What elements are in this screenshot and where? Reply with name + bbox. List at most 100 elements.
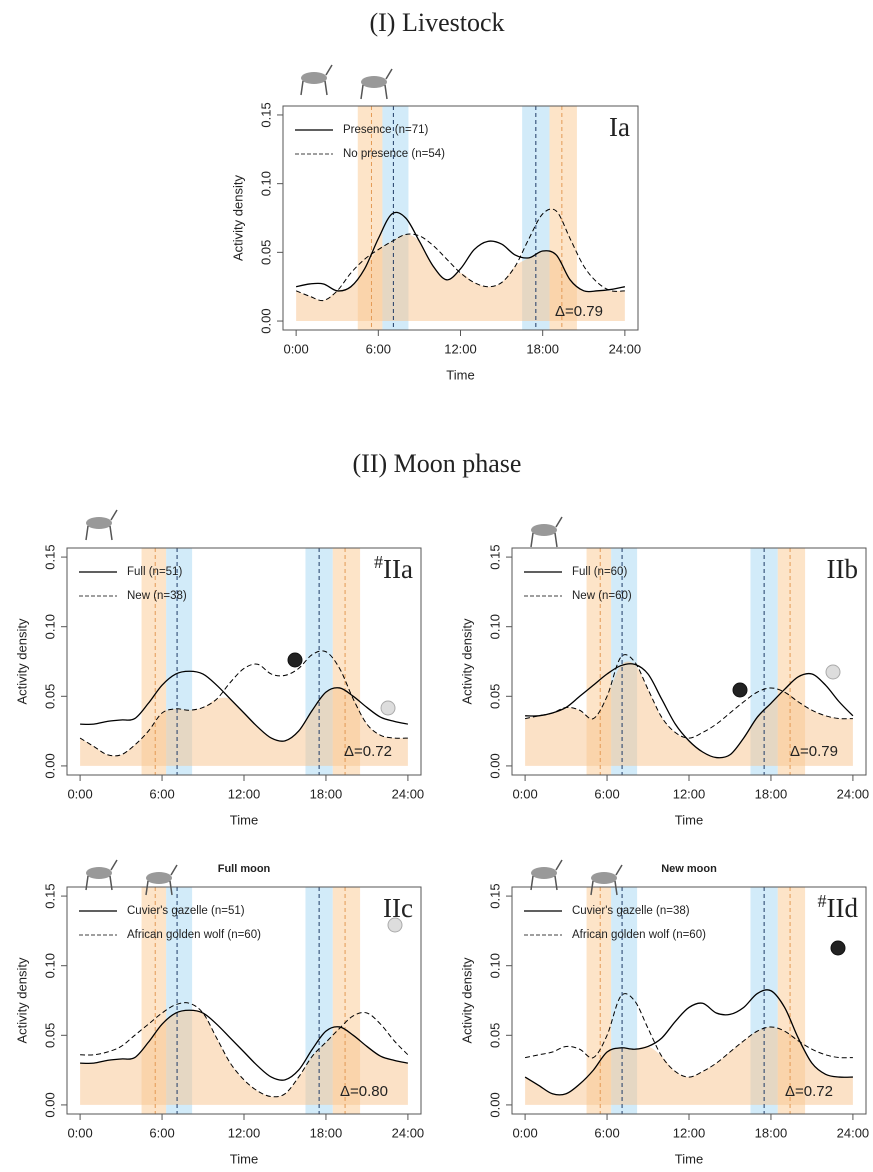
density-line (80, 670, 409, 742)
y-tick-label: 0.10 (42, 614, 57, 639)
legend-label: Cuvier's gazelle (n=38) (572, 905, 690, 917)
overlap-area (525, 1026, 853, 1105)
full-moon-icon (380, 700, 396, 716)
y-tick-label: 0.05 (258, 240, 273, 265)
y-axis-label: Activity density (14, 957, 29, 1043)
y-tick-label: 0.10 (42, 953, 57, 978)
x-tick-label: 0:00 (512, 786, 537, 801)
panel-marker: # (818, 891, 827, 911)
animal-icon (86, 517, 112, 529)
x-tick-label: 18:00 (526, 341, 559, 356)
x-tick-label: 6:00 (594, 1125, 619, 1140)
x-tick-label: 0:00 (512, 1125, 537, 1140)
y-tick-label: 0.05 (487, 684, 502, 709)
new-moon-icon (287, 652, 303, 668)
legend-label: Presence (n=71) (343, 124, 429, 136)
panel-label: Ia (609, 112, 630, 142)
y-tick-label: 0.10 (487, 614, 502, 639)
y-tick-label: 0.10 (258, 171, 273, 196)
y-axis-label: Activity density (459, 957, 474, 1043)
x-axis-label: Time (675, 812, 703, 827)
animal-icon (531, 524, 557, 536)
overlap-area (80, 687, 408, 766)
x-tick-label: 24:00 (609, 341, 642, 356)
x-tick-label: 24:00 (837, 786, 870, 801)
y-tick-label: 0.15 (42, 883, 57, 908)
section-title: (I) Livestock (369, 8, 504, 37)
x-tick-label: 6:00 (149, 786, 174, 801)
full-moon-icon (387, 917, 403, 933)
panel-label-text: IIb (827, 554, 858, 584)
density-line (296, 211, 625, 293)
x-axis-label: Time (446, 367, 474, 382)
x-tick-label: 12:00 (228, 1125, 261, 1140)
overlap-annotation: Δ=0.79 (790, 743, 838, 760)
x-tick-label: 6:00 (594, 786, 619, 801)
x-tick-label: 24:00 (392, 786, 425, 801)
animal-icon (85, 859, 118, 891)
density-line (80, 1002, 409, 1098)
animal-icon (361, 76, 387, 88)
panel-label-text: IId (827, 893, 859, 923)
y-axis-label: Activity density (459, 618, 474, 704)
y-tick-label: 0.00 (487, 1092, 502, 1117)
density-line (524, 989, 853, 1096)
animal-icon (300, 64, 333, 96)
animal-icon (530, 859, 563, 891)
animal-icon (85, 509, 118, 541)
legend-label: New (n=60) (572, 590, 632, 602)
overlap-area (296, 234, 625, 322)
section-title: (II) Moon phase (353, 449, 522, 478)
subtitle: Full moon (218, 863, 271, 875)
legend-label: Full (n=51) (127, 566, 182, 578)
density-line (295, 208, 625, 302)
animal-icon (86, 867, 112, 879)
density-line (525, 663, 854, 759)
overlap-area (80, 1009, 408, 1105)
legend-label: African golden wolf (n=60) (127, 929, 261, 941)
x-tick-label: 0:00 (67, 1125, 92, 1140)
x-tick-label: 18:00 (310, 786, 343, 801)
x-tick-label: 6:00 (149, 1125, 174, 1140)
legend-label: Full (n=60) (572, 566, 627, 578)
legend-label: Cuvier's gazelle (n=51) (127, 905, 245, 917)
subtitle: New moon (661, 863, 717, 875)
new-moon-icon (732, 682, 748, 698)
y-tick-label: 0.15 (487, 544, 502, 569)
y-tick-label: 0.00 (42, 753, 57, 778)
y-tick-label: 0.00 (258, 308, 273, 333)
legend-label: No presence (n=54) (343, 148, 445, 160)
density-line (80, 1009, 409, 1081)
y-axis-label: Activity density (14, 618, 29, 704)
x-tick-label: 24:00 (392, 1125, 425, 1140)
x-tick-label: 18:00 (755, 1125, 788, 1140)
density-line (79, 650, 408, 757)
panel-marker: # (374, 552, 383, 572)
overlap-annotation: Δ=0.79 (555, 303, 603, 320)
x-tick-label: 12:00 (673, 1125, 706, 1140)
y-tick-label: 0.05 (42, 684, 57, 709)
x-axis-label: Time (230, 812, 258, 827)
panel-label: IIb (827, 554, 858, 584)
overlap-annotation: Δ=0.72 (785, 1083, 833, 1100)
x-tick-label: 0:00 (67, 786, 92, 801)
full-moon-icon (825, 664, 841, 680)
y-tick-label: 0.15 (487, 883, 502, 908)
legend-label: New (n=38) (127, 590, 187, 602)
panel-label-text: IIa (383, 554, 413, 584)
y-tick-label: 0.10 (487, 953, 502, 978)
x-axis-label: Time (230, 1151, 258, 1166)
animal-icon (145, 864, 178, 896)
legend-label: African golden wolf (n=60) (572, 929, 706, 941)
y-tick-label: 0.15 (42, 544, 57, 569)
panel-label: #IId (818, 891, 859, 923)
animal-icon (590, 864, 623, 896)
x-tick-label: 0:00 (283, 341, 308, 356)
density-line (524, 654, 853, 739)
x-tick-label: 12:00 (444, 341, 477, 356)
animal-icon (531, 867, 557, 879)
animal-icon (591, 872, 617, 884)
overlap-area (525, 661, 853, 766)
density-line (524, 993, 853, 1078)
